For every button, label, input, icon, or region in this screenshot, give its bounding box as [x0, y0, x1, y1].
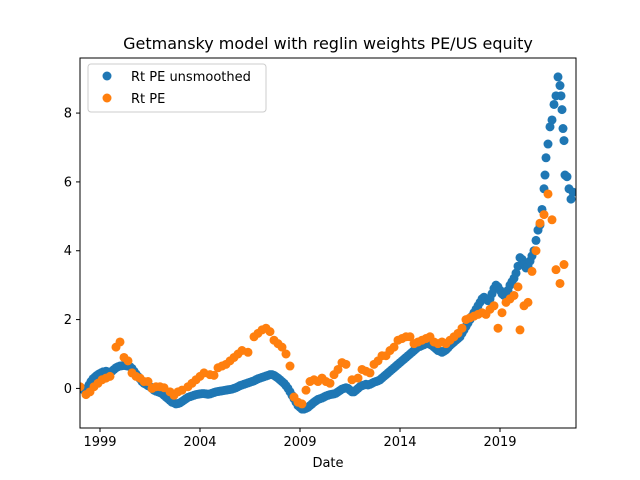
data-point: [555, 81, 565, 91]
data-point: [541, 153, 551, 163]
data-point: [515, 325, 525, 335]
data-point: [568, 187, 576, 197]
data-point: [543, 139, 553, 149]
data-point: [558, 124, 568, 134]
y-tick-label: 6: [64, 175, 72, 190]
y-tick-label: 2: [64, 313, 72, 328]
data-point: [557, 105, 567, 115]
data-point: [547, 115, 557, 125]
data-point: [243, 347, 253, 357]
axes-frame: [79, 57, 577, 429]
data-point: [285, 361, 295, 371]
data-point: [105, 371, 115, 381]
plot-area: [79, 57, 577, 429]
series-rt-pe: [80, 189, 569, 409]
legend-marker-rt-pe: [102, 93, 112, 103]
x-tick-label: 2019: [483, 435, 516, 450]
data-point: [543, 189, 553, 199]
data-point: [539, 210, 549, 220]
data-point: [531, 235, 541, 245]
data-point: [405, 332, 415, 342]
x-tick-label: 2009: [283, 435, 316, 450]
data-point: [545, 122, 555, 132]
data-point: [535, 218, 545, 228]
y-tick-label: 0: [64, 382, 72, 397]
data-point: [265, 327, 275, 337]
data-point: [365, 368, 375, 378]
data-point: [489, 301, 499, 311]
data-point: [389, 342, 399, 352]
data-point: [540, 170, 550, 180]
data-point: [143, 377, 153, 387]
data-point: [333, 364, 343, 374]
data-point: [551, 265, 561, 275]
data-point: [556, 91, 566, 101]
data-point: [209, 370, 219, 380]
data-point: [566, 194, 576, 204]
data-point: [509, 290, 519, 300]
data-point: [325, 378, 335, 388]
data-point: [353, 373, 363, 383]
y-tick-label: 8: [64, 107, 72, 122]
data-point: [527, 266, 537, 276]
legend: Rt PE unsmoothed Rt PE: [87, 63, 267, 113]
data-point: [497, 308, 507, 318]
data-point: [523, 297, 533, 307]
data-point: [301, 385, 311, 395]
legend-marker-rt-pe-unsmoothed: [102, 71, 112, 81]
x-axis: 1999 2004 2009 2014 2019: [83, 428, 517, 450]
x-tick-label: 1999: [83, 435, 116, 450]
data-point: [531, 246, 541, 256]
data-point: [123, 356, 133, 366]
data-point: [555, 278, 565, 288]
data-point: [457, 323, 467, 333]
data-point: [493, 323, 503, 333]
chart-title: Getmansky model with reglin weights PE/U…: [123, 34, 533, 53]
data-point: [559, 136, 569, 146]
data-point: [559, 260, 569, 270]
data-point: [115, 337, 125, 347]
data-point: [511, 268, 521, 278]
y-tick-label: 4: [64, 244, 72, 259]
data-point: [547, 215, 557, 225]
data-point: [549, 99, 559, 109]
data-point: [80, 382, 85, 392]
data-point: [297, 399, 307, 409]
x-axis-title: Date: [312, 456, 343, 471]
series-layer: [80, 72, 576, 414]
x-tick-label: 2014: [383, 435, 416, 450]
legend-label-rt-pe: Rt PE: [131, 92, 165, 107]
legend-box: [87, 63, 267, 113]
data-point: [341, 359, 351, 369]
x-tick-label: 2004: [183, 435, 216, 450]
data-point: [281, 349, 291, 359]
legend-label-rt-pe-unsmoothed: Rt PE unsmoothed: [131, 70, 251, 85]
data-point: [553, 72, 563, 82]
data-point: [562, 172, 572, 182]
y-axis: 0 2 4 6 8: [64, 107, 80, 397]
data-point: [513, 282, 523, 292]
data-point: [277, 342, 287, 352]
